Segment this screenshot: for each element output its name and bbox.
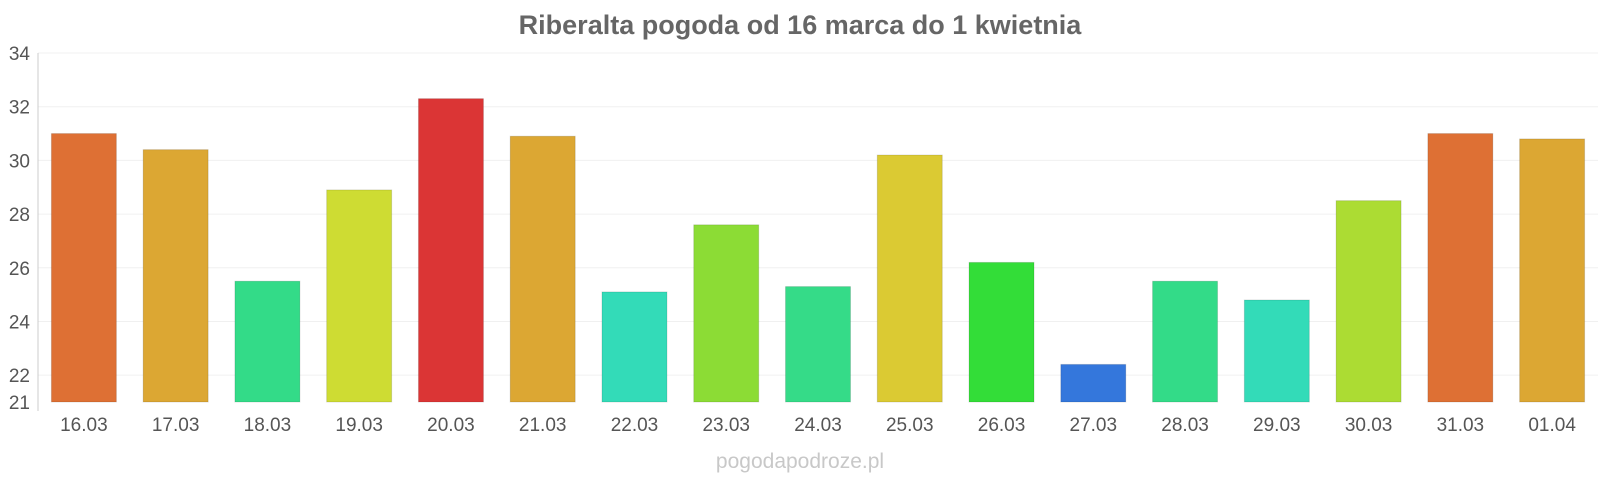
bar-20.03[interactable] xyxy=(417,98,484,403)
x-tick-label: 29.03 xyxy=(1253,415,1301,436)
x-tick-label: 24.03 xyxy=(794,415,842,436)
x-tick-label: 01.04 xyxy=(1528,415,1576,436)
x-tick-label: 27.03 xyxy=(1070,415,1118,436)
y-tick-label: 26 xyxy=(9,259,30,280)
x-tick-label: 22.03 xyxy=(611,415,659,436)
x-tick-label: 25.03 xyxy=(886,415,934,436)
bar-28.03[interactable] xyxy=(1152,280,1219,403)
y-tick-label: 32 xyxy=(9,98,30,119)
x-tick-label: 16.03 xyxy=(60,415,108,436)
y-tick-label: 30 xyxy=(9,151,30,172)
x-tick-label: 18.03 xyxy=(244,415,292,436)
bar-22.03[interactable] xyxy=(601,291,668,403)
bar-27.03[interactable] xyxy=(1060,363,1127,403)
bar-21.03[interactable] xyxy=(509,135,576,403)
y-tick-label: 22 xyxy=(9,366,30,387)
x-tick-labels: 16.03 17.03 18.03 19.03 20.03 21.03 22.03 23.03… xyxy=(60,415,1576,436)
x-tick-label: 19.03 xyxy=(335,415,383,436)
bar-19.03[interactable] xyxy=(326,189,393,403)
watermark: pogodapodroze.pl xyxy=(715,450,885,473)
bar-31.03[interactable] xyxy=(1427,133,1494,403)
x-tick-label: 28.03 xyxy=(1161,415,1209,436)
bar-16.03[interactable] xyxy=(50,133,117,403)
x-tick-label: 26.03 xyxy=(978,415,1026,436)
bars xyxy=(50,98,1586,403)
x-tick-label: 17.03 xyxy=(152,415,200,436)
x-tick-label: 21.03 xyxy=(519,415,567,436)
bar-18.03[interactable] xyxy=(234,280,301,403)
x-tick-label: 30.03 xyxy=(1345,415,1393,436)
x-tick-label: 31.03 xyxy=(1437,415,1485,436)
bar-25.03[interactable] xyxy=(876,154,943,403)
chart-title: Riberalta pogoda od 16 marca do 1 kwietn… xyxy=(518,10,1082,40)
bar-23.03[interactable] xyxy=(693,224,760,403)
bar-17.03[interactable] xyxy=(142,149,209,403)
y-tick-label: 24 xyxy=(9,312,31,333)
y-tick-labels: 21 22 24 26 28 30 32 34 xyxy=(9,44,31,414)
bar-26.03[interactable] xyxy=(968,261,1035,403)
bar-24.03[interactable] xyxy=(785,286,851,403)
y-tick-label: 34 xyxy=(9,44,31,65)
bar-30.03[interactable] xyxy=(1335,200,1402,403)
x-tick-label: 20.03 xyxy=(427,415,475,436)
x-tick-label: 23.03 xyxy=(702,415,750,436)
bar-29.03[interactable] xyxy=(1243,299,1310,403)
y-tick-label: 21 xyxy=(9,393,30,414)
bar-01.04[interactable] xyxy=(1519,138,1586,403)
y-tick-label: 28 xyxy=(9,205,30,226)
